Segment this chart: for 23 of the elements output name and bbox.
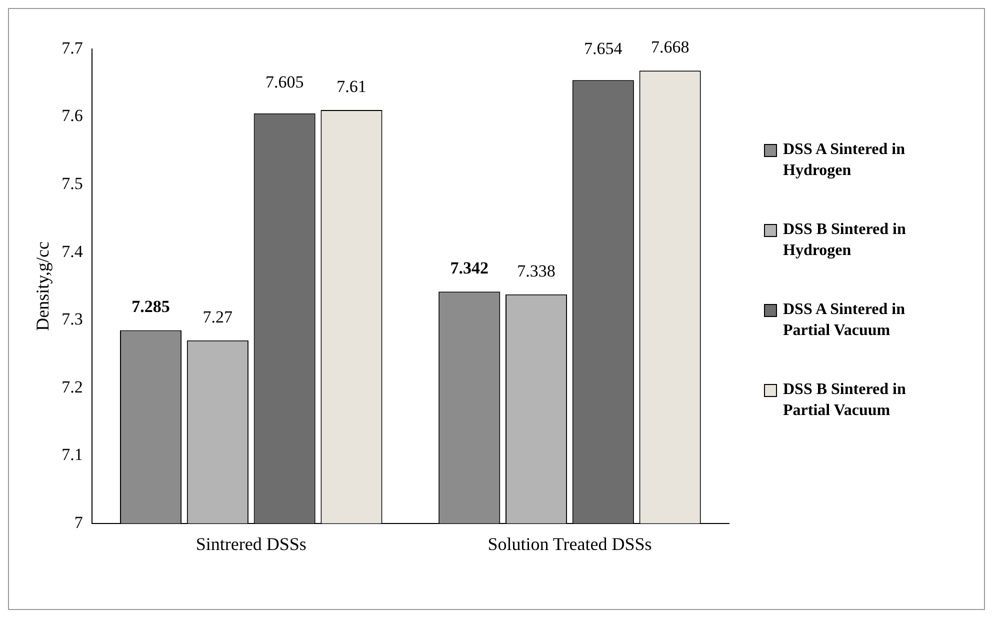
data-label: 7.27 — [202, 307, 234, 326]
y-tick-label: 7.3 — [62, 310, 83, 329]
x-tick-label: Sintrered DSSs — [196, 534, 306, 554]
legend-label: DSS B Sintered in Partial Vacuum — [783, 380, 907, 421]
y-axis-title: Density,g/cc — [32, 242, 53, 331]
legend-label: DSS A Sintered in Hydrogen — [783, 140, 906, 181]
legend-label: DSS B Sintered in Hydrogen — [783, 220, 907, 261]
data-label: 7.654 — [584, 39, 623, 58]
y-tick-label: 7.5 — [62, 174, 83, 194]
data-label: 7.338 — [517, 261, 556, 280]
data-label: 7.61 — [336, 76, 366, 96]
y-tick-label: 7.1 — [62, 445, 83, 464]
data-label: 7.285 — [132, 297, 170, 316]
y-tick-label: 7.7 — [62, 38, 84, 58]
y-tick-label: 7.4 — [62, 242, 84, 261]
legend-label: DSS A Sintered in Partial Vacuum — [783, 300, 906, 341]
x-tick-label: Solution Treated DSSs — [488, 534, 652, 554]
data-label: 7.342 — [450, 258, 488, 278]
y-tick-label: 7.6 — [62, 106, 83, 126]
data-label: 7.605 — [265, 72, 304, 92]
y-tick-label: 7 — [74, 512, 84, 532]
data-label: 7.668 — [650, 38, 690, 57]
y-tick-label: 7.2 — [62, 377, 83, 396]
